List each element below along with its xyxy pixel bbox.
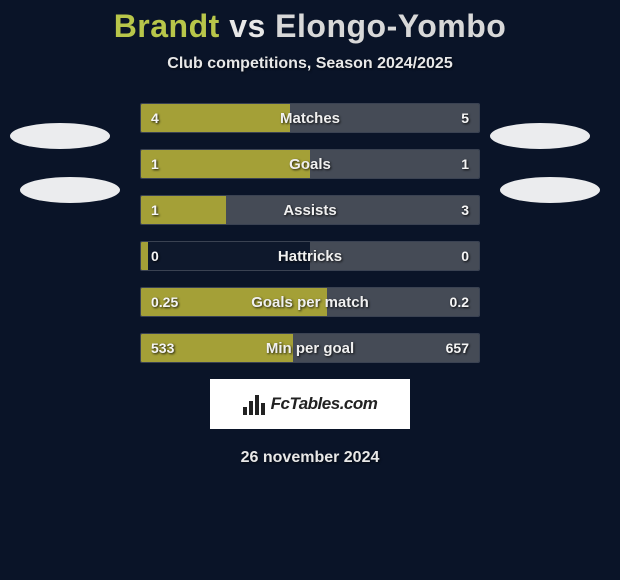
stat-label: Matches [141, 104, 479, 132]
page-title: Brandt vs Elongo-Yombo [0, 8, 620, 45]
stat-label: Goals [141, 150, 479, 178]
date-label: 26 november 2024 [0, 449, 620, 467]
player-photo-placeholder [500, 177, 600, 203]
player-photo-placeholder [490, 123, 590, 149]
title-player2: Elongo-Yombo [275, 8, 506, 44]
comparison-widget: Brandt vs Elongo-Yombo Club competitions… [0, 0, 620, 467]
logo-text: FcTables.com [271, 394, 378, 414]
stat-row: 533657Min per goal [140, 333, 480, 363]
stat-label: Min per goal [141, 334, 479, 362]
title-vs: vs [229, 8, 266, 44]
stat-label: Goals per match [141, 288, 479, 316]
stat-row: 13Assists [140, 195, 480, 225]
bars-container: 45Matches 11Goals 13Assists 00Hattricks 0.25… [140, 103, 480, 363]
player-photo-placeholder [10, 123, 110, 149]
barchart-icon [243, 393, 265, 415]
title-player1: Brandt [114, 8, 220, 44]
logo-box: FcTables.com [210, 379, 410, 429]
stat-label: Assists [141, 196, 479, 224]
stat-row: 45Matches [140, 103, 480, 133]
stat-row: 00Hattricks [140, 241, 480, 271]
player-photo-placeholder [20, 177, 120, 203]
stat-label: Hattricks [141, 242, 479, 270]
stat-row: 11Goals [140, 149, 480, 179]
stat-row: 0.250.2Goals per match [140, 287, 480, 317]
subtitle: Club competitions, Season 2024/2025 [0, 55, 620, 73]
